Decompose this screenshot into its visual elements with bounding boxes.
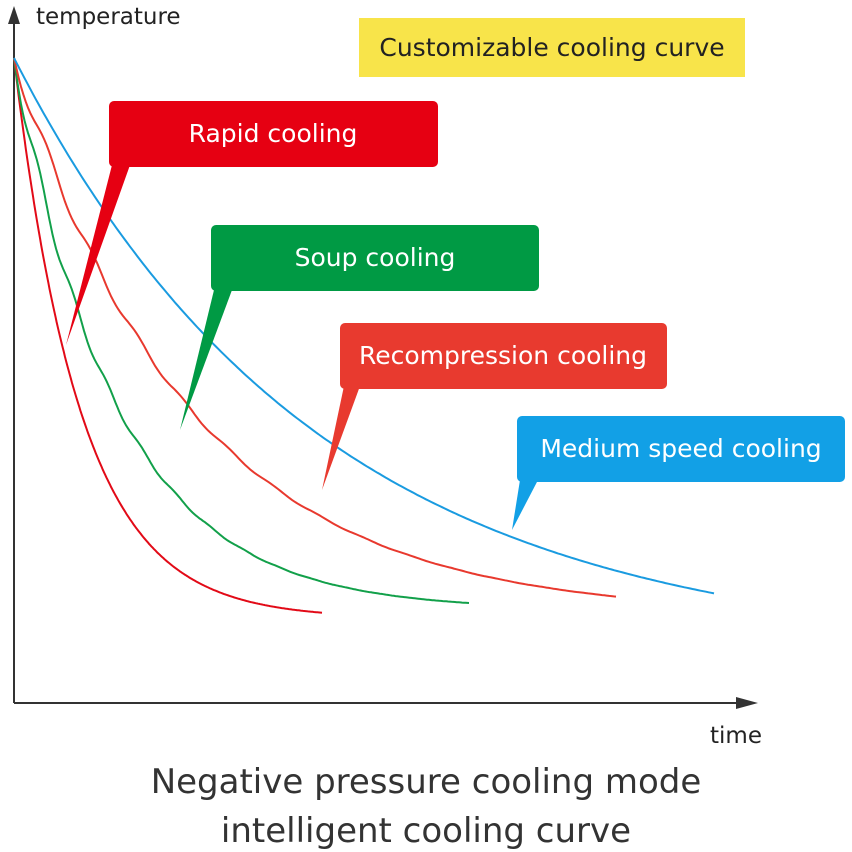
banner-text: Customizable cooling curve xyxy=(379,33,724,62)
x-axis-label: time xyxy=(710,723,762,749)
recompression-callout-pointer xyxy=(322,386,360,490)
medium-callout-box xyxy=(517,416,845,482)
medium-callout-label: Medium speed cooling xyxy=(540,434,821,463)
y-axis-label: temperature xyxy=(36,4,181,30)
rapid-callout-label: Rapid cooling xyxy=(189,119,358,148)
series-line-medium-speed-cooling xyxy=(13,57,715,595)
soup-callout-pointer xyxy=(180,290,232,430)
series-line-recompression-cooling xyxy=(13,57,617,598)
series-line-soup-cooling xyxy=(13,57,470,604)
series-layer xyxy=(13,57,715,614)
banner-box xyxy=(359,18,745,77)
medium-callout-pointer xyxy=(512,480,538,530)
x-axis-arrow xyxy=(736,697,758,709)
chart-title-line-1: Negative pressure cooling mode xyxy=(151,762,702,802)
rapid-callout-pointer xyxy=(66,165,130,345)
recompression-callout-box xyxy=(340,323,667,389)
rapid-callout-box xyxy=(109,101,438,167)
soup-callout-box xyxy=(211,225,539,291)
recompression-callout-label: Recompression cooling xyxy=(359,341,647,370)
chart-title-line-2: intelligent cooling curve xyxy=(221,811,631,851)
soup-callout-label: Soup cooling xyxy=(295,243,456,272)
series-line-rapid-cooling xyxy=(13,57,323,614)
y-axis-arrow xyxy=(8,6,20,24)
